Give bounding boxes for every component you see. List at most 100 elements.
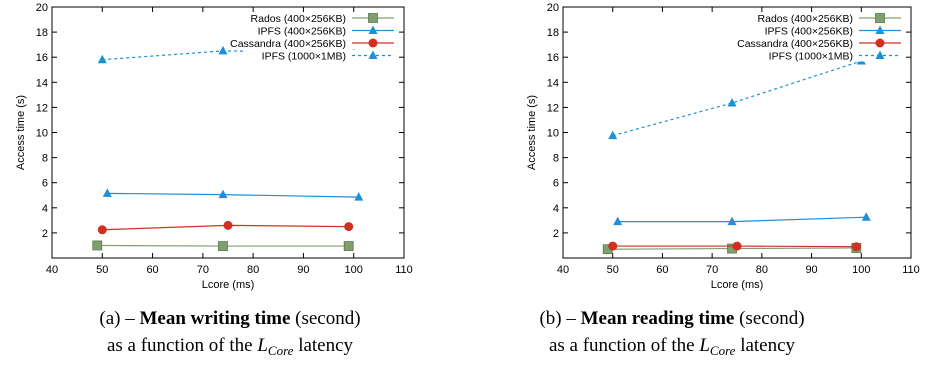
b-legend: Rados (400×256KB)IPFS (400×256KB)Cassand… bbox=[737, 12, 903, 63]
a-data-point bbox=[218, 241, 228, 251]
a-data-point bbox=[344, 222, 354, 232]
b-legend-marker bbox=[875, 38, 885, 48]
a-data-point bbox=[102, 188, 112, 197]
b-legend-label: Cassandra (400×256KB) bbox=[737, 38, 853, 50]
a-data-point bbox=[223, 220, 233, 230]
a-legend-bg bbox=[244, 12, 396, 24]
a-data-point bbox=[354, 192, 364, 201]
a-x-tick-label: 100 bbox=[345, 264, 363, 276]
chart-reading-time: 40 50 60 70 80 90 100 110 2 4 6 8 10 12 14 16 18 20 Lcore … bbox=[526, 2, 920, 291]
b-y-tick-label: 18 bbox=[547, 27, 559, 39]
a-legend: Rados (400×256KB)IPFS (400×256KB)Cassand… bbox=[230, 12, 396, 63]
a-y-tick-label: 6 bbox=[42, 178, 48, 190]
a-data-point bbox=[97, 225, 107, 235]
b-legend-label: Rados (400×256KB) bbox=[758, 13, 853, 25]
a-x-tick-label: 90 bbox=[297, 264, 309, 276]
a-y-tick-label: 20 bbox=[36, 2, 48, 14]
b-x-tick-label: 110 bbox=[902, 264, 920, 276]
a-legend-marker bbox=[368, 13, 378, 23]
b-data-point bbox=[608, 130, 618, 140]
a-y-tick-label: 8 bbox=[42, 153, 48, 165]
b-legend-bg bbox=[751, 37, 903, 49]
a-series-1 bbox=[102, 188, 364, 201]
a-series-2 bbox=[97, 220, 354, 235]
b-x-tick-label: 70 bbox=[706, 264, 718, 276]
a-y-tick-label: 12 bbox=[36, 102, 48, 114]
a-x-tick-label: 70 bbox=[197, 264, 209, 276]
a-y-axis-label: Access time (s) bbox=[15, 95, 27, 170]
b-x-tick-label: 60 bbox=[656, 264, 668, 276]
b-data-point bbox=[861, 212, 871, 221]
b-y-tick-label: 14 bbox=[547, 77, 559, 89]
a-x-axis-label: Lcore (ms) bbox=[202, 279, 255, 291]
b-series-line bbox=[612, 60, 862, 137]
b-x-tick-label: 100 bbox=[852, 264, 870, 276]
b-x-tick-label: 40 bbox=[557, 264, 569, 276]
b-y-axis-label: Access time (s) bbox=[526, 95, 538, 170]
a-data-point bbox=[218, 189, 228, 199]
caption-b-line1: (b) – Mean reading time (second) bbox=[539, 308, 805, 329]
b-data-point bbox=[727, 216, 737, 226]
b-y-tick-label: 4 bbox=[553, 203, 559, 215]
a-y-tick-label: 10 bbox=[36, 128, 48, 140]
a-data-point bbox=[92, 240, 103, 251]
b-data-point bbox=[851, 242, 861, 252]
a-series-0 bbox=[92, 240, 354, 251]
b-y-tick-label: 16 bbox=[547, 52, 559, 64]
b-legend-bg bbox=[751, 12, 903, 24]
chart-writing-time: 40 50 60 70 80 90 100 110 2 4 6 8 10 12 14 16 18 20 Lcore … bbox=[15, 2, 413, 291]
a-data-point bbox=[218, 45, 228, 55]
b-y-tick-label: 8 bbox=[553, 153, 559, 165]
a-x-tick-label: 80 bbox=[247, 264, 259, 276]
a-legend-label: IPFS (1000×1MB) bbox=[262, 51, 346, 63]
a-x-tick-label: 60 bbox=[146, 264, 158, 276]
b-data-point bbox=[613, 216, 623, 226]
caption-b-line2: as a function of the LCore latency bbox=[548, 335, 796, 358]
b-legend-bg bbox=[751, 24, 903, 37]
a-legend-label: Cassandra (400×256KB) bbox=[230, 38, 346, 50]
a-series-line bbox=[107, 192, 359, 198]
b-x-axis-label: Lcore (ms) bbox=[711, 279, 764, 291]
a-x-tick-label: 40 bbox=[46, 264, 58, 276]
caption-a-line2: as a function of the LCore latency bbox=[106, 335, 354, 358]
b-legend-bg bbox=[751, 49, 903, 62]
caption-a-line1: (a) – Mean writing time (second) bbox=[99, 308, 361, 329]
b-y-tick-label: 12 bbox=[547, 102, 559, 114]
caption-b: (b) – Mean reading time (second) as a fu… bbox=[482, 305, 862, 360]
a-y-tick-label: 2 bbox=[42, 228, 48, 240]
a-legend-bg bbox=[244, 37, 396, 49]
b-data-point bbox=[608, 241, 618, 251]
b-legend-marker bbox=[875, 13, 885, 23]
b-x-tick-label: 90 bbox=[805, 264, 817, 276]
b-legend-marker bbox=[875, 25, 885, 34]
a-data-point bbox=[97, 54, 107, 64]
a-y-tick-label: 18 bbox=[36, 27, 48, 39]
b-y-tick-label: 10 bbox=[547, 128, 559, 140]
a-x-tick-label: 110 bbox=[395, 264, 413, 276]
a-legend-marker bbox=[368, 38, 378, 48]
a-legend-label: IPFS (400×256KB) bbox=[258, 26, 346, 38]
a-legend-bg bbox=[244, 24, 396, 37]
b-legend-label: IPFS (400×256KB) bbox=[765, 26, 853, 38]
b-series-line bbox=[617, 216, 867, 223]
a-data-point bbox=[343, 241, 354, 251]
b-x-tick-label: 80 bbox=[756, 264, 768, 276]
b-y-tick-label: 2 bbox=[553, 228, 559, 240]
b-data-point bbox=[727, 98, 737, 107]
b-legend-label: IPFS (1000×1MB) bbox=[769, 51, 853, 63]
b-legend-marker bbox=[875, 50, 885, 59]
caption-a: (a) – Mean writing time (second) as a fu… bbox=[40, 305, 420, 360]
b-y-tick-label: 20 bbox=[547, 2, 559, 14]
a-legend-label: Rados (400×256KB) bbox=[251, 13, 346, 25]
b-series-0 bbox=[602, 243, 862, 255]
b-series-1 bbox=[613, 212, 871, 226]
a-y-tick-label: 4 bbox=[42, 203, 48, 215]
a-x-tick-label: 50 bbox=[96, 264, 108, 276]
b-y-tick-label: 6 bbox=[553, 178, 559, 190]
b-series-3 bbox=[608, 55, 866, 140]
b-series-2 bbox=[608, 241, 861, 252]
b-x-tick-label: 50 bbox=[607, 264, 619, 276]
b-data-point bbox=[732, 241, 742, 251]
a-legend-bg bbox=[244, 49, 396, 62]
a-legend-marker bbox=[368, 25, 378, 34]
